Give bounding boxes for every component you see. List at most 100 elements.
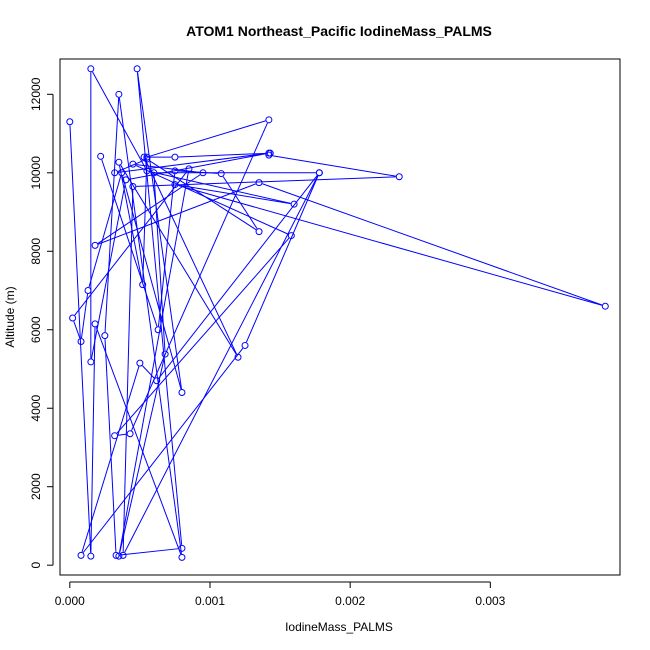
data-point <box>91 320 99 328</box>
data-point <box>185 165 193 173</box>
series-segment <box>149 160 257 231</box>
data-point <box>111 169 119 177</box>
series-segment <box>178 152 267 158</box>
series-segment <box>82 347 244 553</box>
data-point <box>265 149 273 157</box>
data-point <box>178 544 186 552</box>
series-segment <box>142 160 148 282</box>
series-segment <box>95 326 182 555</box>
data-point <box>115 552 123 560</box>
data-point <box>287 232 295 240</box>
data-point <box>139 281 147 289</box>
data-point <box>115 158 123 166</box>
data-point <box>136 359 144 367</box>
series-segment <box>119 548 179 556</box>
data-point <box>122 176 130 184</box>
y-tick-label: 0 <box>29 562 43 569</box>
series-segment <box>90 327 96 553</box>
series-segment <box>136 72 183 545</box>
data-point <box>143 155 151 163</box>
series-segment <box>141 365 155 379</box>
data-point <box>119 551 127 559</box>
data-point <box>77 551 85 559</box>
series-segment <box>262 183 603 306</box>
data-point <box>154 326 162 334</box>
series-segment <box>222 176 258 229</box>
data-point <box>101 332 109 340</box>
series-segment <box>153 176 166 351</box>
plot-frame <box>59 58 621 576</box>
data-point <box>91 241 99 249</box>
series-segment <box>81 366 140 553</box>
series-segment <box>178 185 603 306</box>
data-point <box>290 200 298 208</box>
data-point <box>255 228 263 236</box>
series-segment <box>245 175 319 343</box>
y-axis-label: Altitude (m) <box>3 286 17 347</box>
data-point <box>199 169 207 177</box>
data-point <box>111 432 119 440</box>
series-segment <box>122 176 182 390</box>
data-point <box>112 551 120 559</box>
series-segment <box>122 190 134 552</box>
data-point <box>178 553 186 561</box>
data-point <box>87 65 95 73</box>
x-tick-label: 0.000 <box>55 594 85 608</box>
x-tick-label: 0.001 <box>195 594 225 608</box>
data-point <box>171 181 179 189</box>
data-point <box>234 353 242 361</box>
x-axis-label: IodineMass_PALMS <box>285 620 393 634</box>
data-point <box>118 169 126 177</box>
series-segment <box>150 120 266 157</box>
series-segment <box>119 357 165 553</box>
series-segment <box>104 97 120 333</box>
data-point <box>265 116 273 124</box>
data-point <box>97 152 105 160</box>
y-tick-label: 2000 <box>29 473 43 500</box>
series-segment <box>116 237 290 434</box>
data-point <box>265 151 273 159</box>
data-point <box>601 302 609 310</box>
data-point <box>129 160 137 168</box>
x-axis: 0.000 0.001 0.002 0.003 <box>55 581 506 608</box>
series-segment <box>272 155 396 177</box>
series-segment <box>178 170 218 174</box>
series-segment <box>145 160 237 355</box>
series-segment <box>119 172 189 553</box>
y-tick-label: 10000 <box>29 156 43 190</box>
data-point <box>87 358 95 366</box>
series-segment <box>118 153 266 173</box>
data-point <box>133 65 141 73</box>
series-segment <box>136 164 200 173</box>
series-segment <box>91 183 126 359</box>
data-point <box>241 341 249 349</box>
data-point <box>77 338 85 346</box>
series-segment <box>92 71 146 169</box>
series-segment <box>137 72 182 390</box>
series-segment <box>74 171 188 316</box>
data-point <box>153 377 161 385</box>
y-tick-label: 4000 <box>29 395 43 422</box>
data-point <box>255 179 263 187</box>
x-tick-label: 0.003 <box>475 594 505 608</box>
data-point <box>87 552 95 560</box>
data-point <box>69 314 77 322</box>
data-point <box>171 167 179 175</box>
data-point <box>66 118 74 126</box>
y-tick-label: 6000 <box>29 316 43 343</box>
series-segment <box>73 321 81 339</box>
y-tick-label: 12000 <box>29 77 43 111</box>
series-segment <box>124 175 319 553</box>
data-point <box>115 90 123 98</box>
series-segment <box>101 159 158 327</box>
data-point <box>178 389 186 397</box>
data-point <box>315 169 323 177</box>
x-tick-label: 0.002 <box>335 594 365 608</box>
series-segment <box>119 165 143 282</box>
series-layer <box>66 65 609 561</box>
chart-title: ATOM1 Northeast_Pacific IodineMass_PALMS <box>186 23 492 39</box>
series-segment <box>118 97 182 554</box>
series-segment <box>120 164 237 355</box>
y-axis: 0 2000 4000 6000 8000 10000 12000 <box>29 77 54 569</box>
